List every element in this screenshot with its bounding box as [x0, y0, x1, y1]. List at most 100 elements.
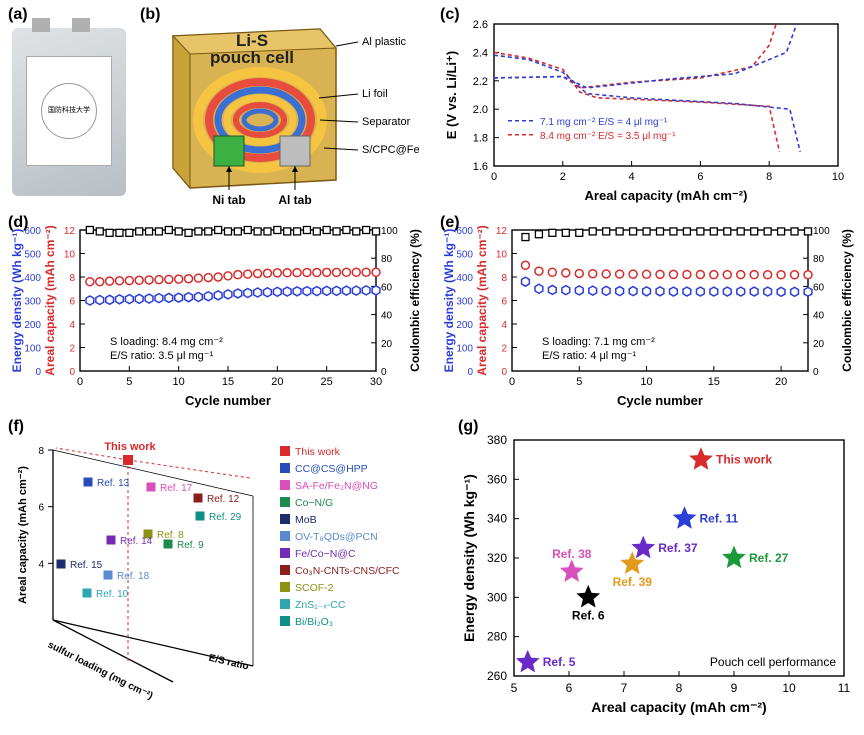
label-g: (g) — [458, 418, 478, 436]
svg-text:E (V vs. Li/Li⁺): E (V vs. Li/Li⁺) — [444, 51, 459, 140]
svg-text:0: 0 — [491, 171, 497, 183]
svg-text:4: 4 — [501, 320, 507, 331]
svg-text:This work: This work — [295, 446, 341, 458]
svg-text:6: 6 — [566, 681, 573, 695]
svg-text:Al tab: Al tab — [278, 193, 311, 207]
svg-text:100: 100 — [813, 226, 830, 237]
svg-text:7: 7 — [621, 681, 628, 695]
svg-text:200: 200 — [24, 320, 41, 331]
svg-text:Areal capacity (mAh cm⁻²): Areal capacity (mAh cm⁻²) — [475, 225, 489, 375]
svg-text:Co₃N-CNTs-CNS/CFC: Co₃N-CNTs-CNS/CFC — [295, 565, 400, 577]
svg-text:8: 8 — [766, 171, 772, 183]
svg-text:200: 200 — [456, 320, 473, 331]
svg-text:6: 6 — [501, 297, 507, 308]
svg-text:15: 15 — [708, 376, 720, 388]
svg-text:E/S ratio: 3.5 μl mg⁻¹: E/S ratio: 3.5 μl mg⁻¹ — [110, 350, 214, 362]
voltage-profile-chart: 02468101.61.82.02.22.42.6Areal capacity … — [440, 8, 850, 208]
svg-text:Areal capacity (mAh cm⁻²): Areal capacity (mAh cm⁻²) — [591, 699, 766, 715]
svg-text:S loading: 7.1 mg cm⁻²: S loading: 7.1 mg cm⁻² — [542, 336, 655, 348]
svg-text:9: 9 — [731, 681, 738, 695]
label-b: (b) — [140, 6, 160, 24]
svg-text:360: 360 — [487, 472, 507, 486]
svg-text:5: 5 — [576, 376, 582, 388]
svg-text:10: 10 — [640, 376, 652, 388]
svg-text:Ref. 18: Ref. 18 — [117, 571, 150, 582]
svg-text:10: 10 — [832, 171, 844, 183]
svg-text:20: 20 — [775, 376, 787, 388]
svg-text:2: 2 — [69, 344, 75, 355]
svg-text:Ref. 38: Ref. 38 — [552, 547, 592, 561]
svg-text:2.6: 2.6 — [473, 19, 488, 31]
pouch-schematic: Li-S pouch cell Al plastic Li foil Separ… — [140, 8, 420, 208]
svg-text:12: 12 — [64, 226, 76, 237]
svg-text:SCOF-2: SCOF-2 — [295, 582, 334, 594]
svg-text:4: 4 — [69, 320, 75, 331]
svg-text:Co−N/G: Co−N/G — [295, 497, 333, 509]
svg-text:Ref. 39: Ref. 39 — [613, 575, 653, 589]
svg-text:This work: This work — [104, 441, 156, 453]
svg-text:100: 100 — [381, 226, 398, 237]
svg-text:Ref. 27: Ref. 27 — [749, 551, 789, 565]
comparison-3d-chart: 468Areal capacity (mAh cm⁻²)sulfur loadi… — [8, 420, 453, 720]
svg-text:CC@CS@HPP: CC@CS@HPP — [295, 463, 368, 475]
svg-text:8: 8 — [38, 446, 44, 457]
svg-text:25: 25 — [321, 376, 333, 388]
svg-text:20: 20 — [813, 339, 825, 350]
svg-text:0: 0 — [381, 367, 387, 378]
svg-text:20: 20 — [271, 376, 283, 388]
svg-text:Ni tab: Ni tab — [212, 193, 245, 207]
svg-text:0: 0 — [69, 367, 75, 378]
svg-text:300: 300 — [456, 297, 473, 308]
pouch-photo-placeholder: 国防科技大学 — [12, 28, 126, 196]
svg-text:Ref. 29: Ref. 29 — [209, 512, 242, 523]
svg-text:500: 500 — [456, 250, 473, 261]
svg-text:Ref. 14: Ref. 14 — [120, 536, 153, 547]
svg-text:100: 100 — [24, 344, 41, 355]
svg-text:400: 400 — [24, 273, 41, 284]
svg-text:pouch cell: pouch cell — [210, 48, 294, 67]
svg-text:0: 0 — [813, 367, 819, 378]
svg-text:60: 60 — [381, 282, 393, 293]
cycling-chart-d: 0510152025300100200300400500600024681012… — [8, 216, 428, 411]
svg-text:Li foil: Li foil — [362, 88, 388, 100]
svg-text:500: 500 — [24, 250, 41, 261]
svg-text:OV-T₈QDs@PCN: OV-T₈QDs@PCN — [295, 531, 378, 543]
svg-text:40: 40 — [813, 311, 825, 322]
svg-text:6: 6 — [38, 503, 44, 514]
svg-text:260: 260 — [487, 669, 507, 683]
svg-text:Ref. 6: Ref. 6 — [572, 608, 605, 622]
svg-text:Energy density (Wh kg⁻¹): Energy density (Wh kg⁻¹) — [461, 474, 477, 642]
svg-text:Coulombic efficiency (%): Coulombic efficiency (%) — [840, 229, 854, 372]
svg-text:Ref. 13: Ref. 13 — [97, 478, 130, 489]
svg-text:Pouch cell performance: Pouch cell performance — [710, 655, 836, 669]
svg-text:Areal capacity (mAh cm⁻²): Areal capacity (mAh cm⁻²) — [43, 225, 57, 375]
svg-text:10: 10 — [173, 376, 185, 388]
svg-text:10: 10 — [64, 250, 76, 261]
svg-text:380: 380 — [487, 433, 507, 447]
svg-text:2.2: 2.2 — [473, 76, 488, 88]
svg-text:Ref. 12: Ref. 12 — [207, 494, 240, 505]
svg-text:300: 300 — [487, 590, 507, 604]
svg-text:MoB: MoB — [295, 514, 317, 526]
svg-text:80: 80 — [381, 254, 393, 265]
svg-text:Ref. 15: Ref. 15 — [70, 560, 103, 571]
svg-text:SA-Fe/Fe₂N@NG: SA-Fe/Fe₂N@NG — [295, 480, 378, 492]
label-e: (e) — [440, 214, 460, 232]
svg-text:Ref. 17: Ref. 17 — [160, 483, 193, 494]
svg-text:8: 8 — [676, 681, 683, 695]
svg-text:This work: This work — [716, 453, 772, 467]
svg-text:12: 12 — [496, 226, 508, 237]
svg-text:Cycle number: Cycle number — [185, 393, 271, 408]
svg-text:Coulombic efficiency (%): Coulombic efficiency (%) — [408, 229, 422, 372]
svg-text:E/S ratio: E/S ratio — [208, 653, 250, 673]
svg-text:80: 80 — [813, 254, 825, 265]
svg-text:8.4 mg cm⁻² E/S = 3.5 μl mg⁻¹: 8.4 mg cm⁻² E/S = 3.5 μl mg⁻¹ — [540, 131, 676, 142]
svg-text:S loading: 8.4 mg cm⁻²: S loading: 8.4 mg cm⁻² — [110, 336, 223, 348]
svg-text:S/CPC@FeS₂: S/CPC@FeS₂ — [362, 144, 420, 156]
svg-text:320: 320 — [487, 551, 507, 565]
svg-text:10: 10 — [496, 250, 508, 261]
svg-text:4: 4 — [629, 171, 635, 183]
label-c: (c) — [440, 6, 460, 24]
svg-text:8: 8 — [69, 273, 75, 284]
svg-text:0: 0 — [509, 376, 515, 388]
